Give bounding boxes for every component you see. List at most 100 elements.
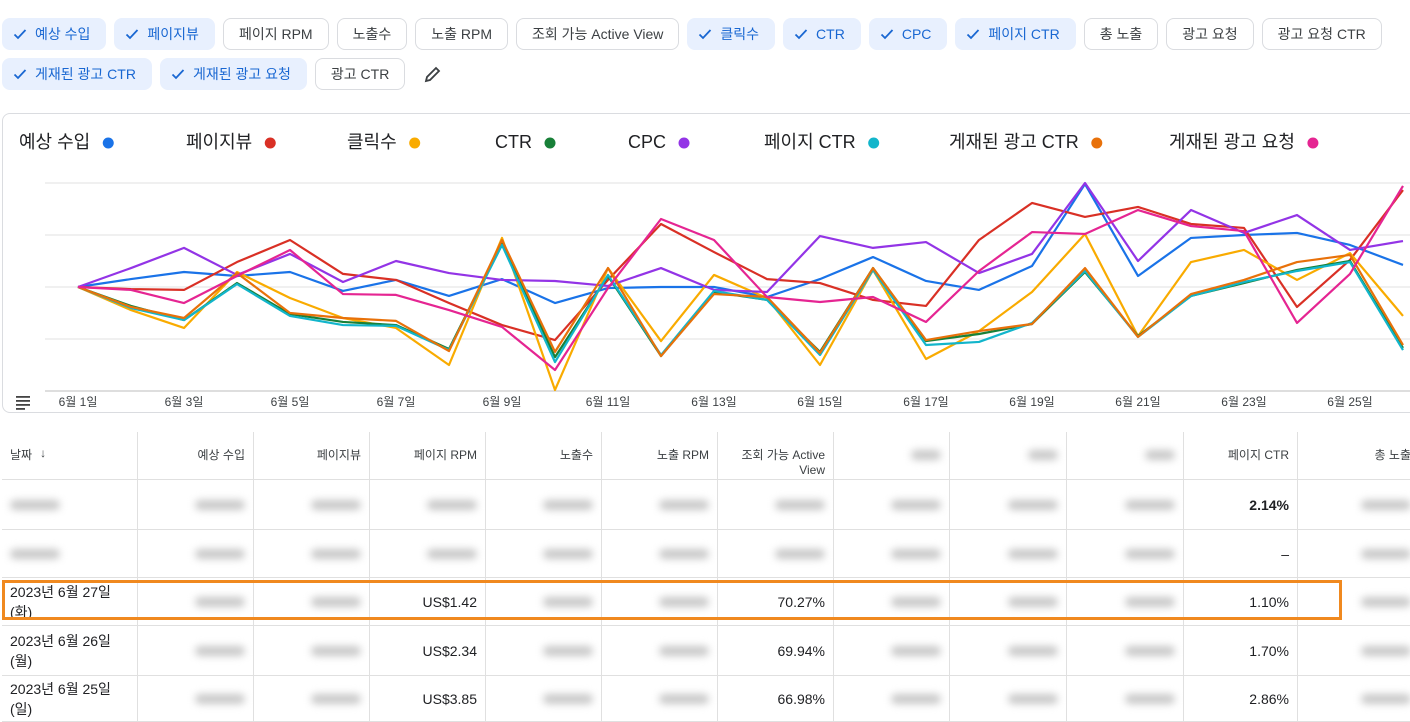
blurred-text	[1125, 499, 1175, 510]
blurred-text	[891, 499, 941, 510]
edit-icon[interactable]	[423, 64, 443, 84]
legend-label: 게재된 광고 요청	[1169, 132, 1295, 152]
blurred-text	[311, 499, 361, 510]
metric-chip[interactable]: 광고 요청 CTR	[1261, 18, 1382, 50]
metric-chip[interactable]: 클릭수	[687, 18, 776, 50]
metric-chip[interactable]: 페이지 RPM	[222, 18, 329, 50]
header-text: 페이지 RPM	[413, 448, 477, 462]
legend-label: 페이지 CTR	[764, 132, 856, 152]
chip-label: 게재된 광고 요청	[192, 66, 291, 82]
blurred-text	[543, 499, 593, 510]
x-tick-label: 6월 5일	[271, 395, 310, 409]
column-header[interactable]: 날짜 ↓	[2, 432, 138, 480]
metric-chip[interactable]: CTR	[783, 18, 861, 50]
blurred-text	[1361, 596, 1410, 607]
legend-dot	[409, 137, 421, 149]
metric-chip[interactable]: 노출수	[336, 18, 408, 50]
table-cell	[254, 626, 370, 676]
x-tick-label: 6월 21일	[1115, 395, 1160, 409]
table-cell: 2.14%	[1184, 480, 1298, 530]
metric-chip[interactable]: CPC	[868, 18, 948, 50]
table-cell	[1298, 480, 1410, 530]
blurred-text	[1125, 548, 1175, 559]
legend-label: 클릭수	[347, 132, 397, 152]
metric-chip[interactable]: 광고 요청	[1166, 18, 1254, 50]
check-icon	[171, 69, 185, 80]
table-cell	[950, 676, 1067, 722]
table-cell	[1067, 480, 1184, 530]
metric-chip[interactable]: 광고 CTR	[314, 58, 406, 90]
header-text: 예상 수입	[197, 448, 246, 462]
series-line	[77, 185, 1404, 372]
blurred-text	[659, 596, 709, 607]
column-header[interactable]: 조회 가능 Active View	[718, 432, 834, 480]
metric-chip[interactable]: 게재된 광고 요청	[159, 58, 307, 90]
blurred-text	[1008, 596, 1058, 607]
table-cell	[950, 626, 1067, 676]
column-header[interactable]: 페이지뷰	[254, 432, 370, 480]
blurred-text	[543, 596, 593, 607]
legend-dot	[678, 137, 690, 149]
column-header[interactable]: 총 노출	[1298, 432, 1410, 480]
x-tick-label: 6월 11일	[586, 395, 631, 409]
check-icon	[699, 29, 712, 40]
cell-text: US$2.34	[422, 642, 477, 659]
table-cell	[138, 578, 254, 626]
metric-chip[interactable]: 조회 가능 Active View	[516, 18, 680, 50]
check-icon	[13, 29, 27, 40]
table-cell: 66.98%	[718, 676, 834, 722]
cell-text: 66.98%	[777, 690, 825, 707]
table-cell	[602, 578, 718, 626]
chip-label: 광고 CTR	[330, 66, 390, 82]
series-line	[77, 238, 1404, 358]
table-cell: US$1.42	[370, 578, 486, 626]
blurred-text	[543, 645, 593, 656]
x-tick-label: 6월 17일	[903, 395, 948, 409]
metric-chip[interactable]: 노출 RPM	[415, 18, 508, 50]
table-cell	[138, 480, 254, 530]
table-cell	[1067, 578, 1184, 626]
header-text: 페이지뷰	[316, 448, 361, 462]
blurred-text	[1361, 645, 1410, 656]
column-header[interactable]	[950, 432, 1067, 480]
table-cell	[718, 530, 834, 578]
blurred-text	[891, 645, 941, 656]
blurred-text	[311, 548, 361, 559]
column-header[interactable]: 노출 RPM	[602, 432, 718, 480]
x-tick-label: 6월 15일	[797, 395, 842, 409]
table-cell	[834, 676, 950, 722]
blurred-text	[1361, 548, 1410, 559]
table-cell	[486, 626, 602, 676]
chart: 6월 1일 6월 3일 6월 5일 6월 7일 6월 9일 6월 11일 6월 13일 6월 …	[16, 132, 1410, 410]
table-cell: 1.10%	[1184, 578, 1298, 626]
blurred-text	[195, 596, 245, 607]
x-tick-label: 6월 1일	[59, 395, 98, 409]
blurred-text	[195, 499, 245, 510]
column-header[interactable]: 페이지 CTR	[1184, 432, 1298, 480]
cell-text: 2023년 6월 25일 (일)	[10, 680, 111, 717]
column-header[interactable]: 예상 수입	[138, 432, 254, 480]
table-cell	[1298, 530, 1410, 578]
metric-chip[interactable]: 페이지뷰	[114, 18, 215, 50]
column-header[interactable]	[834, 432, 950, 480]
table-cell	[486, 676, 602, 722]
column-header[interactable]: 페이지 RPM	[370, 432, 486, 480]
menu-icon[interactable]	[16, 396, 30, 410]
table-cell	[602, 530, 718, 578]
table-cell: 2023년 6월 25일 (일)	[2, 676, 138, 722]
table-cell	[254, 676, 370, 722]
cell-text: 70.27%	[777, 593, 825, 610]
check-icon	[880, 29, 893, 40]
column-header[interactable]: 노출수	[486, 432, 602, 480]
metric-chip[interactable]: 총 노출	[1083, 18, 1159, 50]
metric-chip[interactable]: 예상 수입	[2, 18, 107, 50]
blurred-text	[311, 596, 361, 607]
metric-chip[interactable]: 게재된 광고 CTR	[2, 58, 152, 90]
blurred-text	[311, 693, 361, 704]
metric-chip[interactable]: 페이지 CTR	[955, 18, 1076, 50]
cell-text: –	[1281, 545, 1289, 562]
column-header[interactable]	[1067, 432, 1184, 480]
table-cell	[834, 480, 950, 530]
blurred-text	[1361, 693, 1410, 704]
blurred-text	[1125, 596, 1175, 607]
